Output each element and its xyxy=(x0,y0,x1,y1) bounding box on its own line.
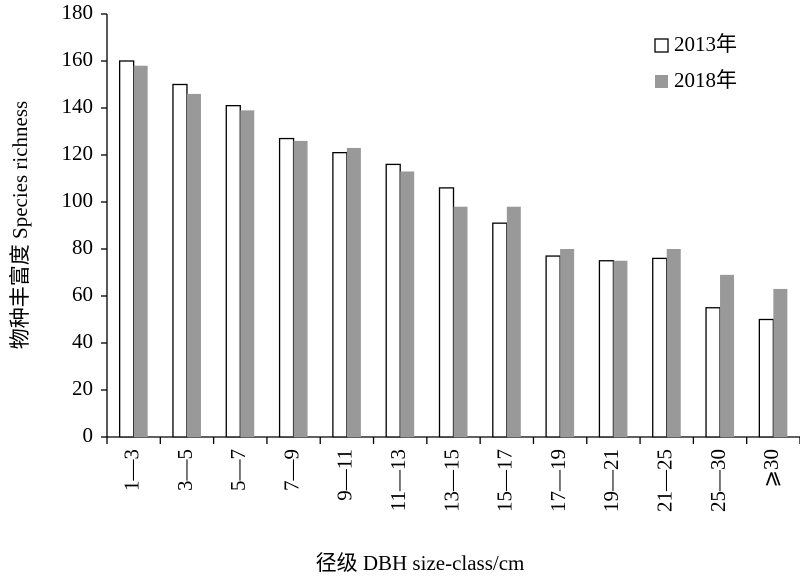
y-tick-label: 80 xyxy=(72,235,93,259)
bar xyxy=(293,140,308,437)
bar xyxy=(172,83,188,438)
y-tick-label: 40 xyxy=(72,329,93,353)
bar xyxy=(240,110,255,437)
bar xyxy=(598,260,615,438)
x-tick-label: 19—21 xyxy=(599,449,623,512)
x-tick-label: 9—11 xyxy=(333,449,357,501)
legend-label: 2018年 xyxy=(674,68,737,92)
x-axis-title: 径级 DBH size-class/cm xyxy=(316,551,525,575)
bar xyxy=(758,318,774,438)
bar xyxy=(453,206,468,437)
legend-swatch xyxy=(654,38,669,53)
x-tick-label: 17—19 xyxy=(546,449,570,512)
bar xyxy=(385,163,401,438)
bar xyxy=(186,93,201,438)
y-tick-label: 120 xyxy=(62,141,94,165)
x-tick-label: 25—30 xyxy=(706,449,730,512)
bar xyxy=(613,260,628,437)
bar xyxy=(652,257,668,438)
bar xyxy=(560,249,575,437)
bar xyxy=(225,105,241,438)
bar xyxy=(400,171,415,437)
y-tick-label: 160 xyxy=(62,47,94,71)
bar xyxy=(332,151,348,438)
x-tick-label: 1—3 xyxy=(119,449,143,491)
bar xyxy=(278,137,295,438)
y-axis-title: 物种丰富度 Species richness xyxy=(8,101,32,349)
y-tick-label: 100 xyxy=(62,188,94,212)
bar xyxy=(119,60,135,438)
y-tick-label: 20 xyxy=(72,376,93,400)
x-tick-label: 13—15 xyxy=(439,449,463,512)
y-tick-label: 60 xyxy=(72,282,93,306)
bar xyxy=(545,255,561,438)
bar xyxy=(438,187,455,438)
bar xyxy=(346,147,361,437)
y-tick-label: 180 xyxy=(62,0,94,24)
bar xyxy=(492,222,508,438)
bar xyxy=(666,249,681,437)
x-tick-label: 7—9 xyxy=(279,449,303,491)
x-tick-label: 21—25 xyxy=(653,449,677,512)
bar xyxy=(720,274,735,437)
x-tick-label: 15—17 xyxy=(493,449,517,512)
y-tick-label: 0 xyxy=(83,423,94,447)
bar xyxy=(705,307,721,438)
x-tick-label: 11—13 xyxy=(386,449,410,511)
x-tick-label: 5—7 xyxy=(226,449,250,491)
bar xyxy=(506,206,521,437)
legend-swatch xyxy=(655,75,668,88)
y-tick-label: 140 xyxy=(62,94,94,118)
legend-label: 2013年 xyxy=(674,32,737,56)
x-tick-label: ⩾30 xyxy=(759,449,783,488)
x-tick-label: 3—5 xyxy=(173,449,197,491)
bar xyxy=(133,65,148,437)
bar xyxy=(773,288,788,437)
